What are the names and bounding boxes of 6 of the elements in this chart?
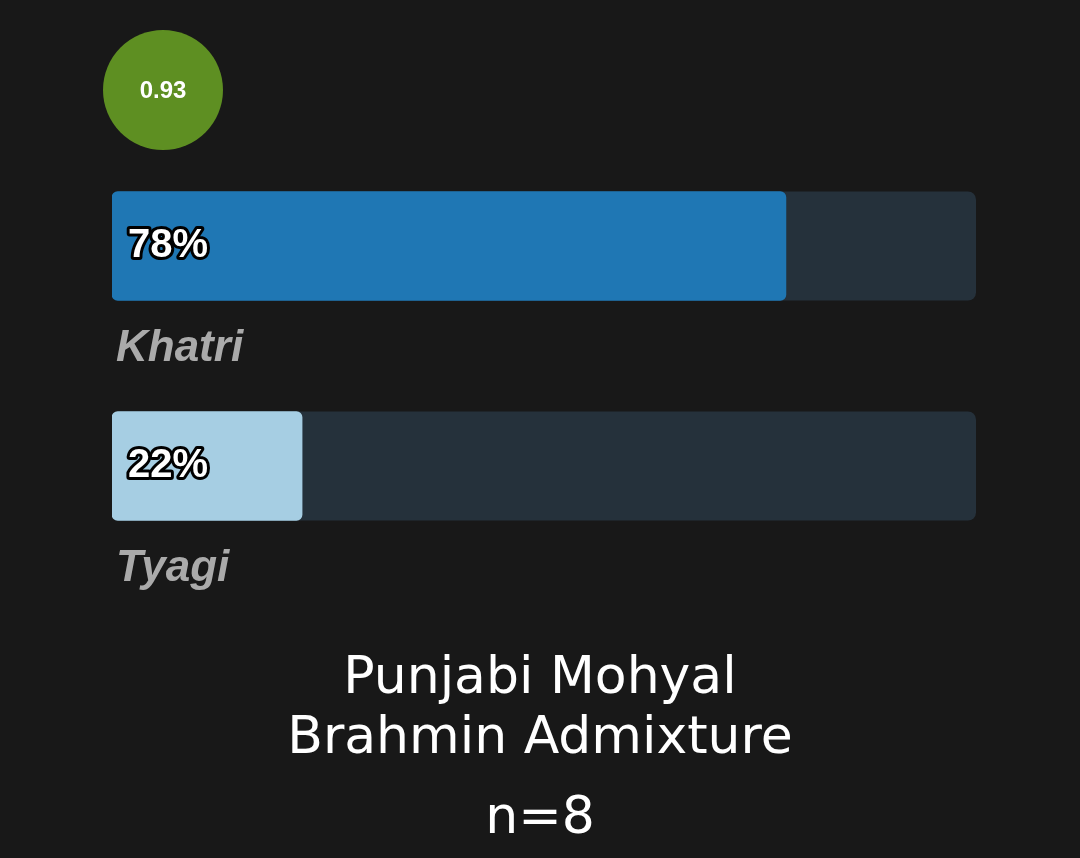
y-tick-label: Khatri (116, 320, 244, 370)
text: n=8 (484, 785, 596, 845)
y-tick-label: Tyagi (116, 540, 231, 590)
data-label: 22% (128, 441, 209, 486)
text: Punjabi Mohyal Brahmin Admixture (286, 645, 794, 765)
data-label: 78% (128, 221, 209, 266)
